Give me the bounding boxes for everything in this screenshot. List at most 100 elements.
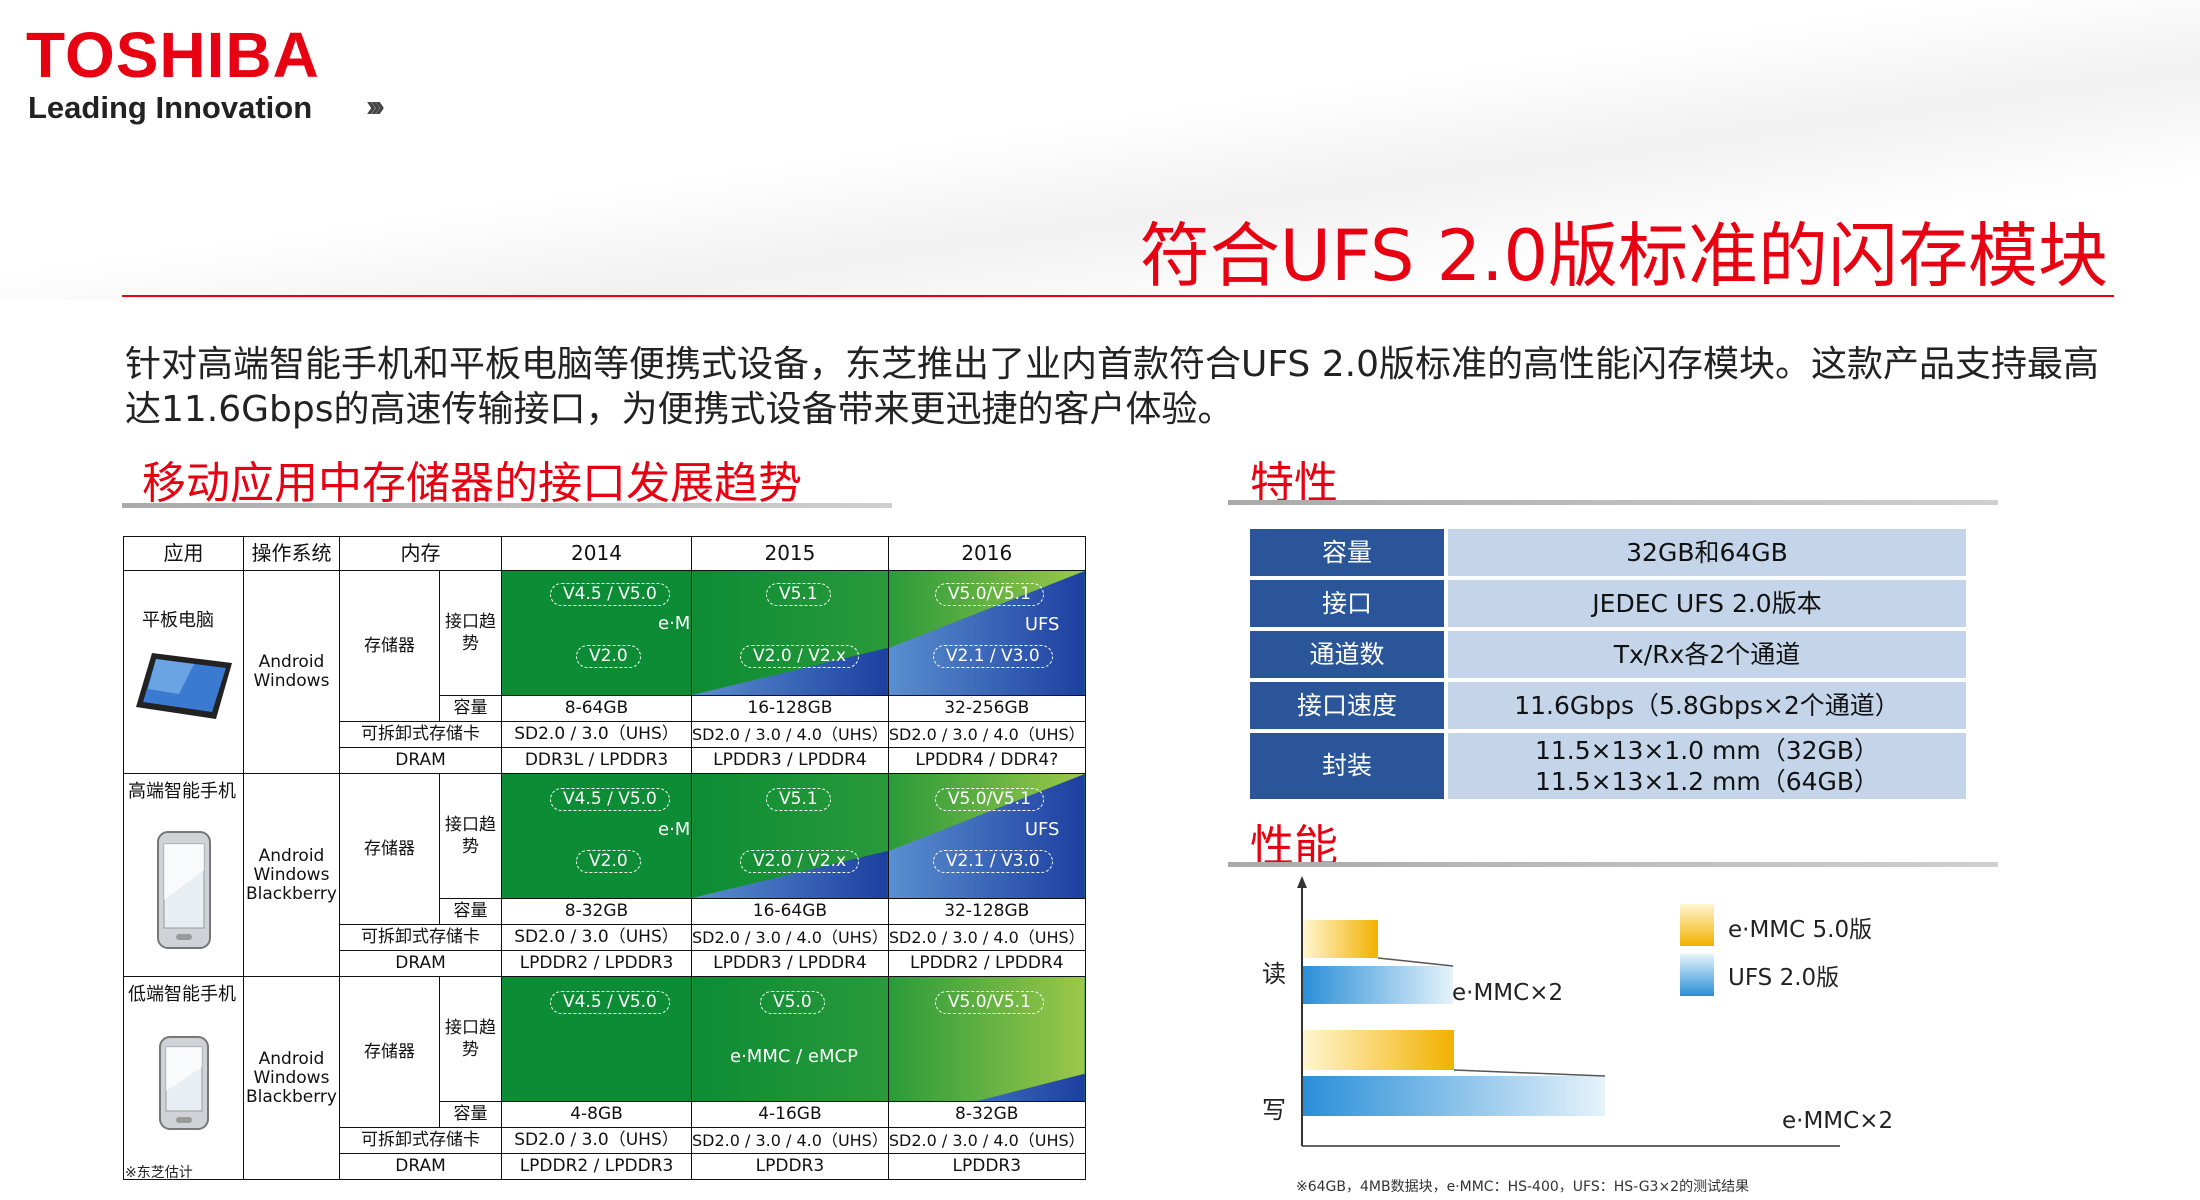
estimate-note: ※东芝估计 [125, 1165, 193, 1181]
table-row: DRAM LPDDR2 / LPDDR3 LPDDR3 LPDDR3 [124, 1153, 1086, 1180]
trend-cell-2014: V4.5 / V5.0 V2.0 e·MMC [501, 570, 692, 696]
dram-2015: LPDDR3 [691, 1153, 889, 1180]
trend-label: 接口趋势 [439, 976, 502, 1102]
removable-2014: SD2.0 / 3.0（UHS） [501, 721, 692, 748]
legend-label-ufs: UFS 2.0版 [1728, 965, 1840, 991]
col-header-memory: 内存 [339, 536, 502, 571]
toshiba-logo: TOSHIBA [26, 19, 320, 91]
version-badge: V2.0 / V2.x [740, 850, 860, 873]
trend-cell-2015: V5.1 V2.0 / V2.x [691, 570, 889, 696]
bar-ufs-read [1303, 966, 1453, 1004]
trend-cell-2014: V4.5 / V5.0 V2.0 e·MMC [501, 773, 692, 899]
removable-label: 可拆卸式存储卡 [339, 1127, 502, 1154]
os-blackberry: Blackberry [246, 1086, 337, 1107]
category-read: 读 [1262, 960, 1286, 988]
intro-line-2: 达11.6Gbps的高速传输接口，为便携式设备带来更迅捷的客户体验。 [125, 389, 1234, 430]
storage-label: 存储器 [339, 773, 440, 925]
phone-image [159, 1036, 209, 1130]
annotation-write: e·MMC×2 [1782, 1108, 1894, 1134]
removable-label: 可拆卸式存储卡 [339, 924, 502, 951]
col-header-app: 应用 [123, 536, 244, 571]
removable-2015: SD2.0 / 3.0 / 4.0（UHS） [691, 924, 889, 951]
intro-paragraph: 针对高端智能手机和平板电脑等便携式设备，东芝推出了业内首款符合UFS 2.0版标… [125, 342, 2105, 432]
emmc-label: e·MMC [658, 819, 691, 840]
feature-value: 11.6Gbps（5.8Gbps×2个通道） [1448, 682, 1966, 729]
tagline: Leading Innovation [28, 90, 313, 125]
dram-2016: LPDDR3 [887, 1153, 1086, 1180]
table-row: 容量 8-64GB 16-128GB 32-256GB [124, 695, 1086, 722]
tablet-image [136, 653, 232, 719]
removable-2015: SD2.0 / 3.0 / 4.0（UHS） [691, 1127, 889, 1154]
os-windows: Windows [253, 671, 330, 691]
capacity-2015: 16-128GB [691, 695, 889, 722]
col-header-2015: 2015 [691, 536, 889, 571]
ratio-connector-write [1453, 1069, 1606, 1077]
feature-key: 封装 [1250, 733, 1444, 799]
removable-2015: SD2.0 / 3.0 / 4.0（UHS） [691, 721, 889, 748]
col-header-2016: 2016 [887, 536, 1086, 571]
dram-label: DRAM [339, 747, 502, 774]
bar-emmc-read [1303, 920, 1378, 958]
version-badge: V5.0 [760, 991, 825, 1014]
feature-value: 32GB和64GB [1448, 529, 1966, 576]
trend-cell-2016: V5.0/V5.1 [887, 976, 1086, 1102]
os-cell: Android Windows Blackberry [243, 773, 340, 977]
capacity-2014: 8-64GB [501, 695, 692, 722]
device-name: 平板电脑 [142, 610, 214, 631]
trend-cell-2015: V5.0 e·MMC / eMCP [691, 976, 889, 1102]
feature-key: 容量 [1250, 529, 1444, 576]
storage-label: 存储器 [339, 570, 440, 722]
package-64gb: 11.5×13×1.2 mm（64GB） [1534, 767, 1880, 796]
category-write: 写 [1262, 1096, 1286, 1124]
dram-2016: LPDDR2 / LPDDR4 [887, 950, 1086, 977]
y-axis-arrow-icon [1297, 876, 1307, 888]
capacity-2014: 4-8GB [501, 1101, 692, 1128]
storage-label: 存储器 [339, 976, 440, 1128]
ufs-label: UFS [1024, 614, 1060, 635]
feature-key: 接口 [1250, 580, 1444, 627]
header-background [0, 0, 2200, 300]
capacity-2016: 8-32GB [887, 1101, 1086, 1128]
version-badge: V5.1 [766, 788, 831, 811]
dram-2014: LPDDR2 / LPDDR3 [501, 950, 692, 977]
page-title: 符合UFS 2.0版标准的闪存模块 [1139, 215, 2108, 297]
removable-2016: SD2.0 / 3.0 / 4.0（UHS） [887, 1127, 1086, 1154]
device-cell-lowend-phone: 低端智能手机 [123, 976, 244, 1180]
feature-value: 11.5×13×1.0 mm（32GB） 11.5×13×1.2 mm（64GB… [1448, 733, 1966, 799]
version-badge: V5.1 [766, 583, 831, 606]
package-32gb: 11.5×13×1.0 mm（32GB） [1534, 736, 1880, 765]
os-blackberry: Blackberry [246, 883, 337, 904]
interface-trend-table: 应用 操作系统 内存 2014 2015 2016 平板电脑 Android W… [123, 536, 1086, 1180]
os-android: Android [258, 1048, 325, 1069]
dram-label: DRAM [339, 1153, 502, 1180]
os-windows: Windows [253, 864, 330, 885]
ufs-label: UFS [1024, 819, 1060, 840]
version-badge: V2.1 / V3.0 [932, 850, 1053, 873]
trend-cell-2016: V5.0/V5.1 V2.1 / V3.0 UFS [887, 773, 1086, 899]
os-android: Android [258, 845, 325, 866]
bar-emmc-write [1303, 1030, 1454, 1070]
version-badge: V4.5 / V5.0 [550, 583, 670, 606]
performance-chart [1297, 876, 1840, 1147]
dram-2015: LPDDR3 / LPDDR4 [691, 950, 889, 977]
legend-swatch-ufs [1680, 954, 1714, 996]
os-cell: Android Windows [243, 570, 340, 774]
version-badge: V4.5 / V5.0 [550, 788, 670, 811]
capacity-label: 容量 [439, 898, 502, 925]
table-row: 低端智能手机 Android Windows Blackberry 存储器 接口… [123, 976, 1086, 1180]
version-badge: V2.1 / V3.0 [932, 645, 1053, 668]
os-android: Android [258, 652, 325, 672]
capacity-2015: 4-16GB [691, 1101, 889, 1128]
version-badge: V2.0 [576, 645, 641, 668]
emmc-emcp-label: e·MMC / eMCP [730, 1046, 858, 1067]
table-row: 高端智能手机 Android Windows Blackberry 存储器 接口… [123, 773, 1086, 977]
dram-2014: LPDDR2 / LPDDR3 [501, 1153, 692, 1180]
legend-swatch-emmc [1680, 904, 1714, 946]
table-row: 容量 4-8GB 4-16GB 8-32GB [124, 1101, 1086, 1128]
trend-cell-2016: V5.0/V5.1 V2.1 / V3.0 UFS [887, 570, 1086, 696]
dram-label: DRAM [339, 950, 502, 977]
bar-ufs-write [1303, 1076, 1605, 1116]
device-name: 低端智能手机 [128, 984, 236, 1005]
title-divider [122, 295, 2114, 297]
table-header-row: 应用 操作系统 内存 2014 2015 2016 [123, 536, 1086, 571]
